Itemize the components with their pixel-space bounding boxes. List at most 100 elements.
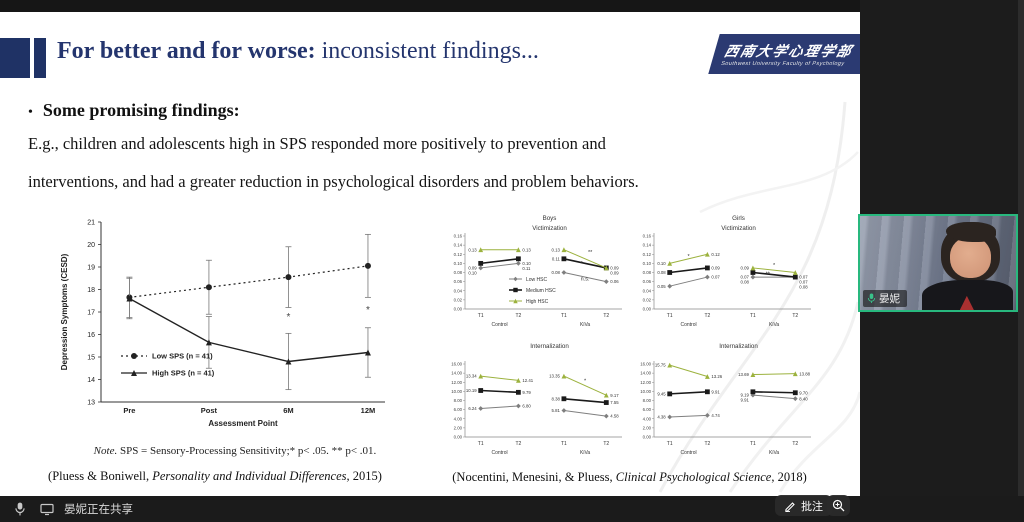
body-text-line2: interventions, and had a greater reducti… bbox=[28, 172, 639, 191]
svg-text:6.00: 6.00 bbox=[643, 407, 652, 412]
svg-text:6.80: 6.80 bbox=[522, 404, 531, 409]
bullet-heading: • Some promising findings: bbox=[28, 100, 240, 121]
chart-girls-internalization: Internalization 0.00 2.00 4.00 6.00 8.00 10.00… bbox=[640, 343, 811, 456]
svg-text:6.00: 6.00 bbox=[454, 407, 463, 412]
svg-text:16: 16 bbox=[87, 332, 95, 339]
svg-text:T2: T2 bbox=[515, 313, 521, 319]
svg-text:14.00: 14.00 bbox=[451, 371, 462, 376]
svg-text:0.11: 0.11 bbox=[522, 266, 531, 271]
svg-text:Control: Control bbox=[680, 322, 696, 328]
magnifier-zoom-button[interactable] bbox=[827, 495, 850, 516]
magnifier-plus-icon bbox=[832, 499, 845, 512]
svg-text:Assessment Point: Assessment Point bbox=[208, 419, 278, 428]
svg-text:T1: T1 bbox=[750, 441, 756, 447]
svg-text:*: * bbox=[286, 312, 290, 323]
svg-text:*: * bbox=[773, 263, 776, 269]
logo-english-text: Southwest University Faculty of Psycholo… bbox=[720, 61, 846, 67]
body-text-line1: E.g., children and adolescents high in S… bbox=[28, 134, 606, 153]
svg-text:8.38: 8.38 bbox=[552, 396, 561, 401]
participant-video-tile[interactable]: 晏妮 bbox=[858, 214, 1018, 312]
svg-text:0.02: 0.02 bbox=[454, 297, 463, 302]
bullet-heading-text: Some promising findings: bbox=[42, 100, 240, 120]
svg-text:KiVa: KiVa bbox=[580, 322, 590, 328]
svg-text:Low HSC: Low HSC bbox=[526, 277, 548, 283]
svg-text:13.34: 13.34 bbox=[466, 374, 477, 379]
svg-text:9.19: 9.19 bbox=[741, 393, 750, 398]
svg-text:13.35: 13.35 bbox=[549, 374, 560, 379]
svg-text:0.11: 0.11 bbox=[552, 256, 561, 261]
svg-text:0.09: 0.09 bbox=[610, 266, 619, 271]
svg-text:7.55: 7.55 bbox=[610, 400, 619, 405]
svg-text:14: 14 bbox=[87, 377, 95, 384]
top-strip bbox=[0, 0, 1024, 12]
participant-name-tag: 晏妮 bbox=[863, 290, 907, 307]
chart-note: Note. SPS = Sensory-Processing Sensitivi… bbox=[55, 445, 415, 457]
annotate-button-label: 批注 bbox=[801, 500, 823, 513]
svg-text:9.45: 9.45 bbox=[657, 391, 666, 396]
microphone-icon bbox=[867, 293, 876, 303]
svg-text:5.81: 5.81 bbox=[552, 408, 561, 413]
svg-text:0.09: 0.09 bbox=[741, 266, 750, 271]
svg-text:19: 19 bbox=[87, 265, 95, 272]
svg-text:0.09: 0.09 bbox=[468, 266, 477, 271]
sharing-status-text: 晏妮正在共享 bbox=[64, 504, 133, 516]
svg-text:0.06: 0.06 bbox=[643, 279, 652, 284]
citation-right: (Nocentini, Menesini, & Pluess, Clinical… bbox=[442, 470, 817, 485]
svg-text:Girls: Girls bbox=[732, 215, 745, 222]
svg-text:0.13: 0.13 bbox=[552, 247, 561, 252]
svg-text:0.12: 0.12 bbox=[454, 252, 463, 257]
svg-text:0.16: 0.16 bbox=[454, 234, 463, 239]
svg-text:T2: T2 bbox=[792, 441, 798, 447]
svg-text:0.08: 0.08 bbox=[454, 270, 463, 275]
svg-text:Internalization: Internalization bbox=[530, 343, 569, 350]
chart-note-rest: SPS = Sensory-Processing Sensitivity;* p… bbox=[117, 445, 377, 457]
svg-text:16.00: 16.00 bbox=[451, 362, 462, 367]
svg-text:0.14: 0.14 bbox=[643, 243, 652, 248]
svg-text:10.00: 10.00 bbox=[640, 389, 651, 394]
svg-text:4.00: 4.00 bbox=[643, 416, 652, 421]
logo-chinese-text: 西南大学心理学部 bbox=[722, 45, 855, 60]
svg-text:13.69: 13.69 bbox=[738, 372, 749, 377]
svg-text:*: * bbox=[366, 305, 370, 316]
svg-text:Control: Control bbox=[491, 450, 507, 456]
svg-text:*: * bbox=[584, 379, 587, 385]
svg-text:0.10: 0.10 bbox=[522, 261, 531, 266]
mic-status-icon[interactable] bbox=[14, 502, 26, 516]
svg-text:6.24: 6.24 bbox=[468, 406, 477, 411]
svg-text:0.10: 0.10 bbox=[643, 261, 652, 266]
svg-text:2.00: 2.00 bbox=[454, 425, 463, 430]
citation-left-post: 2015) bbox=[349, 469, 382, 483]
svg-text:15: 15 bbox=[87, 355, 95, 362]
svg-text:High HSC: High HSC bbox=[526, 299, 549, 305]
annotate-button[interactable]: 批注 bbox=[775, 495, 832, 516]
citation-right-pre: (Nocentini, Menesini, & Pluess, bbox=[452, 470, 616, 484]
svg-text:0.13: 0.13 bbox=[468, 247, 477, 252]
svg-text:Medium HSC: Medium HSC bbox=[526, 288, 556, 294]
svg-text:0.07: 0.07 bbox=[711, 275, 720, 280]
svg-text:0.08: 0.08 bbox=[741, 280, 750, 285]
screen-share-icon[interactable] bbox=[40, 503, 54, 516]
svg-text:13: 13 bbox=[87, 400, 95, 407]
svg-text:Boys: Boys bbox=[543, 215, 557, 222]
svg-text:18: 18 bbox=[87, 287, 95, 294]
svg-text:0.00: 0.00 bbox=[454, 307, 463, 312]
title-decoration-bar bbox=[34, 38, 46, 78]
svg-text:9.79: 9.79 bbox=[522, 390, 531, 395]
svg-text:15.75: 15.75 bbox=[655, 363, 666, 368]
svg-text:8.40: 8.40 bbox=[799, 396, 808, 401]
pencil-icon bbox=[785, 501, 795, 512]
svg-text:21: 21 bbox=[87, 220, 95, 227]
svg-text:10.00: 10.00 bbox=[451, 389, 462, 394]
svg-text:9.91: 9.91 bbox=[711, 389, 720, 394]
svg-text:T1: T1 bbox=[667, 441, 673, 447]
bottom-status-bar: 晏妮正在共享 bbox=[0, 496, 1024, 522]
panel-scroll-edge[interactable] bbox=[1018, 0, 1024, 522]
svg-text:Internalization: Internalization bbox=[719, 343, 758, 350]
svg-text:0.10: 0.10 bbox=[468, 271, 477, 276]
svg-text:13.88: 13.88 bbox=[799, 371, 810, 376]
svg-text:0.00: 0.00 bbox=[643, 307, 652, 312]
svg-text:0.10: 0.10 bbox=[657, 261, 666, 266]
svg-text:12.00: 12.00 bbox=[640, 380, 651, 385]
bullet-marker: • bbox=[28, 105, 33, 120]
svg-text:0.16: 0.16 bbox=[643, 234, 652, 239]
